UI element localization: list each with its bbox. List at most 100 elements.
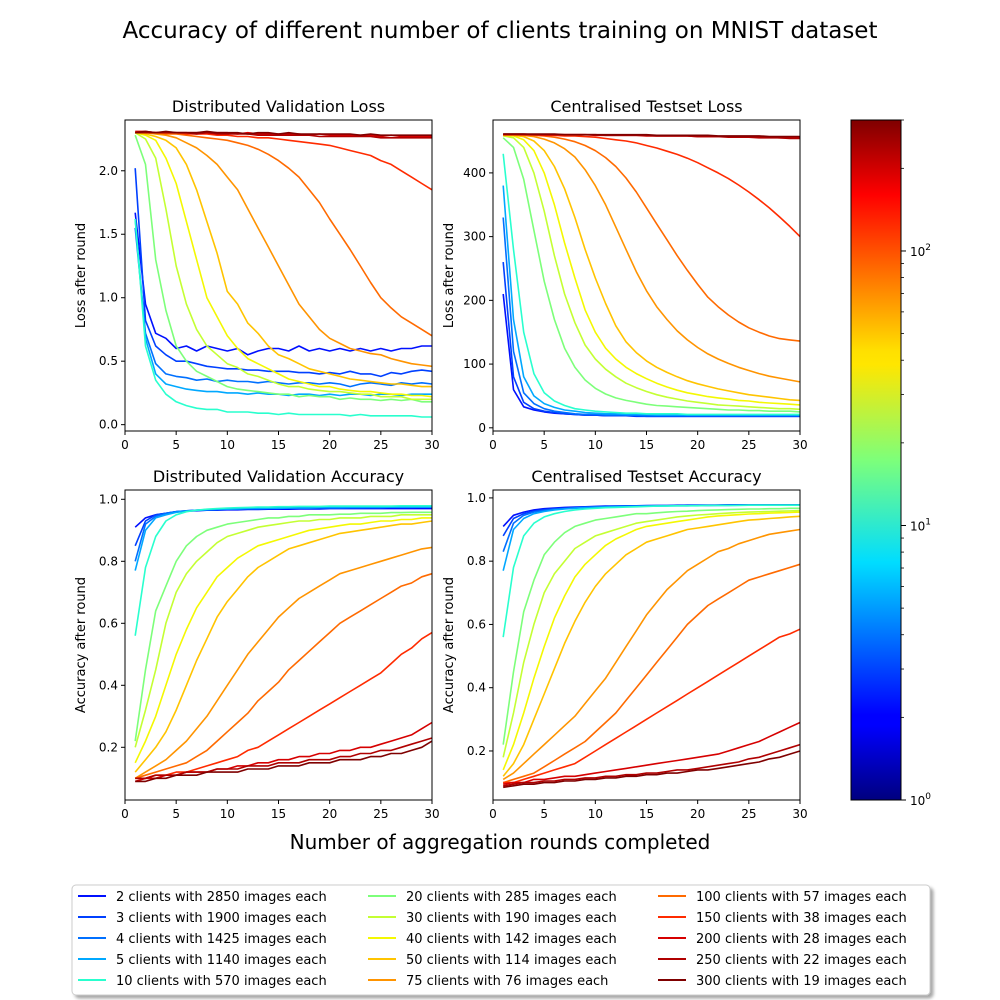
series-line	[502, 153, 800, 416]
series-line	[135, 131, 433, 191]
legend-label: 4 clients with 1425 images each	[116, 932, 327, 947]
legend-item: 50 clients with 114 images each	[368, 953, 617, 968]
series-line	[134, 572, 433, 780]
figure-title: Accuracy of different number of clients …	[123, 18, 878, 44]
y-tick-label: 300	[463, 230, 486, 244]
legend-item: 300 clients with 19 images each	[658, 974, 907, 989]
series-line	[134, 134, 432, 403]
legend-item: 4 clients with 1425 images each	[78, 932, 327, 947]
y-axis-label: Accuracy after round	[442, 577, 457, 713]
colorbar-tick-label: 101	[910, 517, 931, 533]
y-tick-label: 0.2	[99, 740, 118, 754]
legend-label: 300 clients with 19 images each	[696, 974, 907, 989]
series-line	[134, 520, 433, 773]
legend: 2 clients with 2850 images each 3 clients…	[71, 884, 931, 996]
y-tick-label: 1.0	[467, 491, 486, 505]
y-tick-label: 0	[478, 421, 486, 435]
legend-label: 200 clients with 28 images each	[696, 932, 907, 947]
legend-label: 100 clients with 57 images each	[696, 890, 907, 905]
legend-label: 3 clients with 1900 images each	[116, 911, 327, 926]
series-line	[502, 217, 800, 417]
series-line	[134, 504, 432, 636]
series-line	[502, 511, 801, 771]
x-tick-label: 25	[741, 438, 756, 452]
y-tick-label: 0.8	[467, 554, 486, 568]
x-tick-label: 0	[489, 807, 497, 821]
y-axis-label: Loss after round	[442, 223, 457, 328]
y-tick-label: 200	[463, 293, 486, 307]
series-line	[134, 513, 432, 748]
x-tick-label: 20	[322, 807, 337, 821]
x-tick-label: 5	[540, 438, 548, 452]
y-tick-label: 0.5	[99, 354, 118, 368]
subplot-3: Distributed Validation Accuracy 0 5 10 15 20 2…	[74, 467, 440, 821]
series-group	[134, 504, 433, 783]
colorbar-tick-exponent: 1	[925, 517, 931, 527]
x-tick-label: 20	[690, 807, 705, 821]
y-tick-label: 0.6	[99, 616, 118, 630]
legend-item: 200 clients with 28 images each	[658, 932, 907, 947]
series-line	[134, 212, 432, 356]
series-line	[503, 743, 801, 787]
series-line	[503, 133, 801, 342]
x-tick-label: 15	[639, 807, 654, 821]
y-tick-label: 0.4	[99, 678, 118, 692]
x-tick-label: 5	[540, 807, 548, 821]
legend-label: 5 clients with 1140 images each	[116, 953, 327, 968]
series-line	[503, 750, 801, 789]
legend-item: 5 clients with 1140 images each	[78, 953, 327, 968]
series-line	[134, 227, 433, 388]
legend-item: 20 clients with 285 images each	[368, 890, 617, 905]
series-line	[135, 631, 433, 780]
subplot-title: Distributed Validation Accuracy	[153, 467, 404, 486]
legend-label: 10 clients with 570 images each	[116, 974, 327, 989]
series-line	[503, 134, 801, 406]
series-line	[135, 131, 432, 388]
series-line	[502, 528, 801, 781]
y-tick-label: 1.0	[99, 492, 118, 506]
x-tick-label: 25	[373, 438, 388, 452]
common-x-axis-label: Number of aggregation rounds completed	[290, 830, 711, 854]
x-tick-label: 5	[172, 438, 180, 452]
series-line	[503, 628, 801, 784]
x-tick-label: 30	[424, 807, 439, 821]
x-tick-label: 10	[220, 438, 235, 452]
x-tick-label: 0	[121, 807, 129, 821]
legend-label: 50 clients with 114 images each	[406, 953, 617, 968]
series-line	[135, 740, 433, 783]
legend-box	[71, 884, 931, 996]
x-tick-label: 10	[588, 807, 603, 821]
series-line	[135, 131, 433, 337]
series-group	[502, 504, 801, 789]
legend-item: 2 clients with 2850 images each	[78, 890, 327, 905]
series-line	[134, 168, 433, 378]
colorbar-tick-label: 100	[910, 792, 931, 808]
series-line	[502, 137, 801, 413]
colorbar-tick-exponent: 0	[925, 792, 931, 802]
series-line	[134, 517, 432, 764]
series-line	[134, 218, 432, 397]
legend-label: 250 clients with 22 images each	[696, 953, 907, 968]
subplot-4: Centralised Testset Accuracy 0 5 10 15 20 25 30…	[442, 467, 808, 821]
legend-label: 30 clients with 190 images each	[406, 911, 617, 926]
series-line	[135, 130, 432, 136]
subplot-title: Centralised Testset Accuracy	[531, 467, 761, 486]
subplot-1: Distributed Validation Loss 0 5 10 15 20 25 30 0…	[74, 97, 440, 452]
y-tick-label: 0.0	[99, 418, 118, 432]
colorbar-tick-exponent: 2	[925, 243, 931, 253]
legend-label: 40 clients with 142 images each	[406, 932, 617, 947]
legend-item: 150 clients with 38 images each	[658, 911, 907, 926]
series-line	[503, 721, 801, 785]
subplot-title: Distributed Validation Loss	[172, 97, 385, 116]
y-tick-label: 0.2	[467, 744, 486, 758]
series-line	[503, 133, 801, 383]
legend-item: 75 clients with 76 images each	[368, 974, 608, 989]
y-tick-label: 0.6	[467, 617, 486, 631]
series-line	[502, 563, 801, 784]
series-line	[503, 135, 801, 411]
